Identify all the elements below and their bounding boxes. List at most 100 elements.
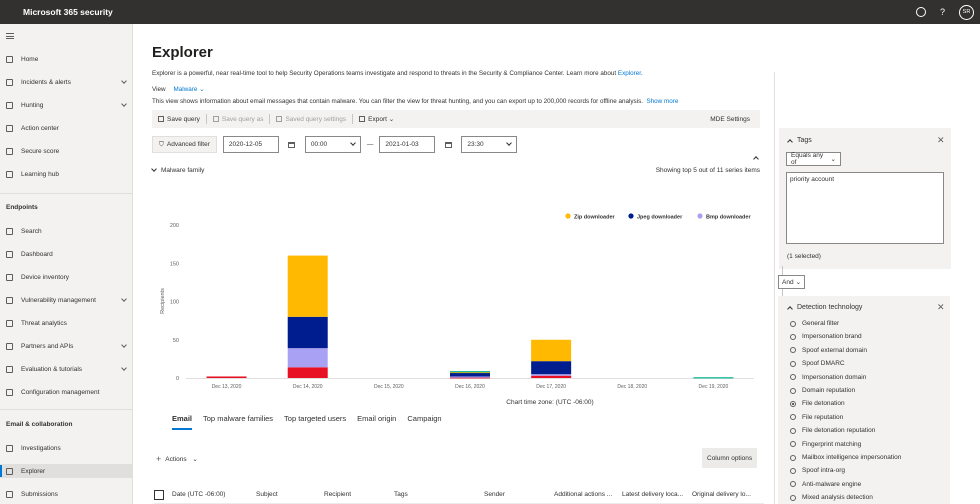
column-header[interactable]: Tags xyxy=(394,491,408,498)
sidebar-item-home[interactable]: Home xyxy=(0,52,133,66)
sidebar-item-partners-and-apis[interactable]: Partners and APIs xyxy=(0,339,133,353)
detection-option[interactable]: Mixed analysis detection xyxy=(790,494,873,501)
sidebar-item-device-inventory[interactable]: Device inventory xyxy=(0,270,133,284)
show-more-link[interactable]: Show more xyxy=(646,98,679,105)
radio-button[interactable] xyxy=(790,467,796,474)
radio-button[interactable] xyxy=(790,320,796,327)
radio-button[interactable] xyxy=(790,427,796,434)
detection-option[interactable]: File detonation xyxy=(790,400,845,407)
advanced-filter-button[interactable]: ⛉ Advanced filter xyxy=(152,136,217,153)
export-button[interactable]: Export ⌄ xyxy=(353,110,400,128)
column-header[interactable]: Latest delivery loca... xyxy=(622,491,684,498)
chevron-down-icon[interactable] xyxy=(121,364,127,371)
and-operator-select[interactable]: And ⌄ xyxy=(778,275,806,289)
column-header[interactable]: Sender xyxy=(484,491,505,498)
radio-button[interactable] xyxy=(790,481,796,488)
radio-button[interactable] xyxy=(790,441,796,448)
detection-pane-header[interactable]: Detection technology xyxy=(787,304,862,312)
sidebar-item-vulnerability-management[interactable]: Vulnerability management xyxy=(0,293,133,307)
mde-settings-button[interactable]: MDE Settings xyxy=(710,115,750,123)
select-all-checkbox[interactable] xyxy=(154,489,164,500)
sidebar-item-search[interactable]: Search xyxy=(0,224,133,238)
sidebar-item-threat-analytics[interactable]: Threat analytics xyxy=(0,316,133,330)
help-icon[interactable]: ? xyxy=(939,7,945,17)
close-icon[interactable]: ✕ xyxy=(937,302,945,312)
radio-button[interactable] xyxy=(790,454,796,461)
tab-top-malware-families[interactable]: Top malware families xyxy=(203,414,274,423)
chevron-down-icon[interactable] xyxy=(121,100,127,107)
sidebar-item-incidents-alerts[interactable]: Incidents & alerts xyxy=(0,75,133,89)
radio-button[interactable] xyxy=(790,414,796,421)
detection-option[interactable]: Mailbox intelligence impersonation xyxy=(790,454,901,461)
chevron-down-icon[interactable] xyxy=(151,166,157,172)
sidebar-item-learning-hub[interactable]: Learning hub xyxy=(0,167,133,181)
radio-button[interactable] xyxy=(790,360,796,367)
detection-option[interactable]: File reputation xyxy=(790,414,843,421)
column-options-button[interactable]: Column options xyxy=(702,448,758,468)
detection-option[interactable]: Impersonation brand xyxy=(790,333,862,340)
chevron-down-icon[interactable] xyxy=(121,341,127,348)
calendar-icon[interactable] xyxy=(441,136,455,153)
sidebar-item-explorer[interactable]: Explorer xyxy=(0,464,133,478)
sidebar-item-evaluation-tutorials[interactable]: Evaluation & tutorials xyxy=(0,362,133,376)
tab-campaign[interactable]: Campaign xyxy=(407,414,442,423)
column-header[interactable]: Original delivery lo... xyxy=(692,491,751,498)
detection-option[interactable]: Fingerprint matching xyxy=(790,441,861,448)
detection-option[interactable]: Impersonation domain xyxy=(790,374,866,381)
radio-button[interactable] xyxy=(790,374,796,381)
calendar-icon[interactable] xyxy=(285,136,299,153)
view-dropdown[interactable]: Malware ⌄ xyxy=(173,86,205,93)
detection-option[interactable]: File detonation reputation xyxy=(790,427,875,434)
sidebar-item-action-center[interactable]: Action center xyxy=(0,121,133,135)
sidebar-item-configuration-management[interactable]: Configuration management xyxy=(0,385,133,399)
tags-pane-header[interactable]: Tags xyxy=(787,137,812,145)
app-title[interactable]: Microsoft 365 security xyxy=(23,7,113,17)
column-header[interactable]: Date (UTC -06:00) xyxy=(172,491,226,498)
column-header[interactable]: Subject xyxy=(256,491,278,498)
close-icon[interactable]: ✕ xyxy=(937,135,945,145)
start-date-field[interactable]: 2020-12-05 xyxy=(222,136,279,153)
start-time-select[interactable]: 00:00 xyxy=(304,136,361,153)
radio-button[interactable] xyxy=(790,494,796,501)
sidebar-item-dashboard[interactable]: Dashboard xyxy=(0,247,133,261)
detection-option[interactable]: Anti-malware engine xyxy=(790,481,861,488)
app-launcher-icon[interactable] xyxy=(8,10,13,15)
save-query-as-button[interactable]: Save query as xyxy=(207,110,270,128)
detection-option[interactable]: Spoof external domain xyxy=(790,347,867,354)
column-header[interactable]: Recipient xyxy=(324,491,352,498)
bar-segment xyxy=(450,377,490,379)
saved-query-settings-button[interactable]: Saved query settings xyxy=(270,110,352,128)
sidebar-item-secure-score[interactable]: Secure score xyxy=(0,144,133,158)
settings-gear-icon[interactable] xyxy=(915,7,926,17)
radio-button[interactable] xyxy=(790,347,796,354)
actions-button[interactable]: + Actions ⌄ xyxy=(156,454,198,464)
sidebar-item-submissions[interactable]: Submissions xyxy=(0,487,133,501)
detection-option[interactable]: Domain reputation xyxy=(790,387,855,394)
column-header[interactable]: Additional actions ... xyxy=(554,491,613,498)
detection-option[interactable]: General filter xyxy=(790,320,839,327)
hamburger-menu-icon[interactable] xyxy=(6,33,14,39)
radio-button[interactable] xyxy=(790,387,796,394)
radio-button[interactable] xyxy=(790,400,796,407)
tab-email-origin[interactable]: Email origin xyxy=(357,414,397,423)
end-time-select[interactable]: 23:30 xyxy=(461,136,518,153)
sidebar-item-hunting[interactable]: Hunting xyxy=(0,98,133,112)
sidebar-item-investigations[interactable]: Investigations xyxy=(0,441,133,455)
avatar[interactable]: SR xyxy=(959,4,974,20)
chevron-down-icon[interactable] xyxy=(121,77,127,84)
tab-email[interactable]: Email xyxy=(172,414,193,430)
bar-segment xyxy=(450,376,490,378)
tags-operator-select[interactable]: Equals any of ⌄ xyxy=(786,152,841,166)
explorer-learn-more-link[interactable]: Explorer xyxy=(617,70,641,77)
collapse-chart-icon[interactable] xyxy=(753,156,759,162)
chevron-down-icon[interactable] xyxy=(121,295,127,302)
tags-value-input[interactable]: priority account xyxy=(786,172,944,244)
radio-button[interactable] xyxy=(790,333,796,340)
save-query-button[interactable]: Save query xyxy=(152,110,206,128)
end-date-field[interactable]: 2021-01-03 xyxy=(379,136,436,153)
tab-top-targeted-users[interactable]: Top targeted users xyxy=(284,414,347,423)
detection-option[interactable]: Spoof DMARC xyxy=(790,360,845,367)
y-axis-label: Recipients xyxy=(160,288,166,314)
detection-option[interactable]: Spoof intra-org xyxy=(790,467,845,474)
malware-family-dropdown[interactable]: Malware family xyxy=(161,167,205,174)
